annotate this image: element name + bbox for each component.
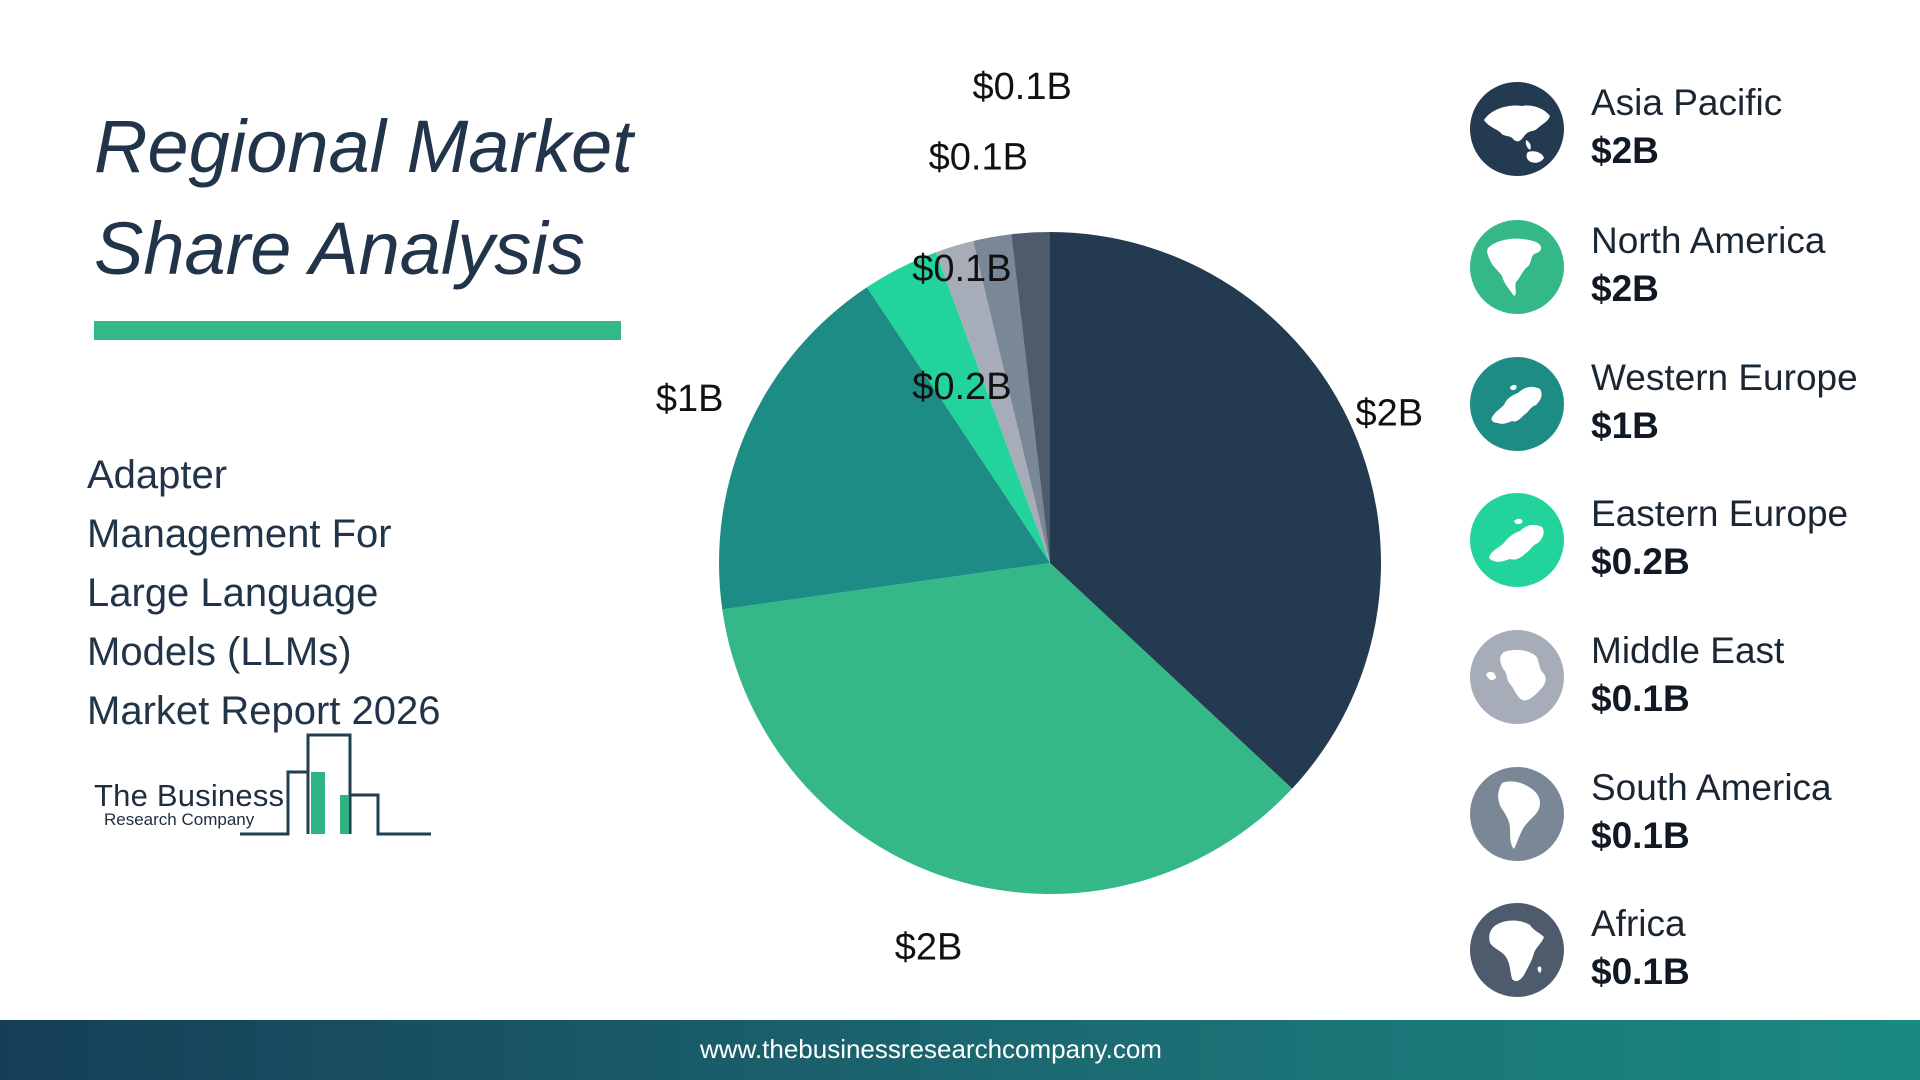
legend-value: $1B (1591, 405, 1659, 446)
legend-value: $0.2B (1591, 541, 1690, 582)
pie-data-label: $0.1B (912, 248, 1011, 290)
pie-data-label: $0.1B (929, 136, 1028, 178)
eastern-europe-map-icon (1470, 493, 1564, 587)
legend-value: $0.1B (1591, 951, 1690, 992)
subtitle-line-5: Market Report 2026 (87, 689, 441, 733)
pie-data-label: $1B (656, 378, 724, 420)
legend-name: North America (1591, 220, 1826, 261)
title-line-1: Regional Market (94, 105, 633, 188)
subtitle-line-4: Models (LLMs) (87, 630, 352, 674)
logo-text-secondary: Research Company (104, 810, 255, 829)
logo-text-primary: The Business (94, 778, 285, 813)
pie-slice-asia-pacific (1050, 232, 1382, 789)
pie-slice-western-europe (719, 287, 1050, 610)
legend-value: $2B (1591, 130, 1659, 171)
title-line-2: Share Analysis (94, 207, 585, 290)
south-america-map-icon (1470, 767, 1564, 861)
legend-item-south-america: South America $0.1B (1470, 767, 1910, 867)
footer-website-link[interactable]: www.thebusinessresearchcompany.com (700, 1034, 1162, 1064)
legend-name: Africa (1591, 903, 1686, 944)
legend-item-middle-east: Middle East $0.1B (1470, 630, 1910, 730)
legend-name: South America (1591, 767, 1832, 808)
western-europe-map-icon (1470, 357, 1564, 451)
company-logo: The Business Research Company (92, 732, 442, 842)
legend-name: Middle East (1591, 630, 1785, 671)
legend-item-north-america: North America $2B (1470, 220, 1910, 320)
logo-buildings-graphic (240, 733, 431, 836)
asia-pacific-map-icon (1470, 82, 1564, 176)
footer-bar: www.thebusinessresearchcompany.com (0, 1020, 1920, 1080)
middle-east-map-icon (1470, 630, 1564, 724)
pie-slice-eastern-europe (866, 252, 1050, 563)
legend-item-africa: Africa $0.1B (1470, 903, 1910, 1003)
pie-data-label: $0.2B (912, 366, 1011, 408)
north-america-map-icon (1470, 220, 1564, 314)
pie-data-label: $0.1B (973, 66, 1072, 108)
pie-slice-south-america (973, 234, 1050, 563)
subtitle-line-1: Adapter (87, 453, 228, 497)
pie-slice-africa (1011, 232, 1050, 563)
title-underline-bar (94, 321, 621, 340)
pie-slice-middle-east (935, 241, 1050, 563)
regional-share-pie-chart: $2B $2B $1B $0.2B $0.1B $0.1B $0.1B (656, 66, 1423, 968)
pie-data-label: $2B (895, 926, 963, 968)
legend-name: Western Europe (1591, 357, 1858, 398)
pie-slices (719, 232, 1382, 895)
legend-name: Asia Pacific (1591, 82, 1783, 123)
legend-name: Eastern Europe (1591, 493, 1849, 534)
report-subtitle: Adapter Management For Large Language Mo… (87, 446, 527, 741)
pie-data-labels: $2B $2B $1B $0.2B $0.1B $0.1B $0.1B (656, 66, 1423, 968)
legend-value: $2B (1591, 268, 1659, 309)
page-title: Regional Market Share Analysis (94, 96, 654, 300)
africa-map-icon (1470, 903, 1564, 997)
legend-value: $0.1B (1591, 678, 1690, 719)
pie-slice-north-america (722, 563, 1293, 895)
legend-value: $0.1B (1591, 815, 1690, 856)
subtitle-line-2: Management For (87, 512, 392, 556)
subtitle-line-3: Large Language (87, 571, 379, 615)
legend-item-asia-pacific: Asia Pacific $2B (1470, 82, 1910, 182)
legend-item-eastern-europe: Eastern Europe $0.2B (1470, 493, 1910, 593)
legend-item-western-europe: Western Europe $1B (1470, 357, 1910, 457)
pie-data-label: $2B (1355, 392, 1423, 434)
